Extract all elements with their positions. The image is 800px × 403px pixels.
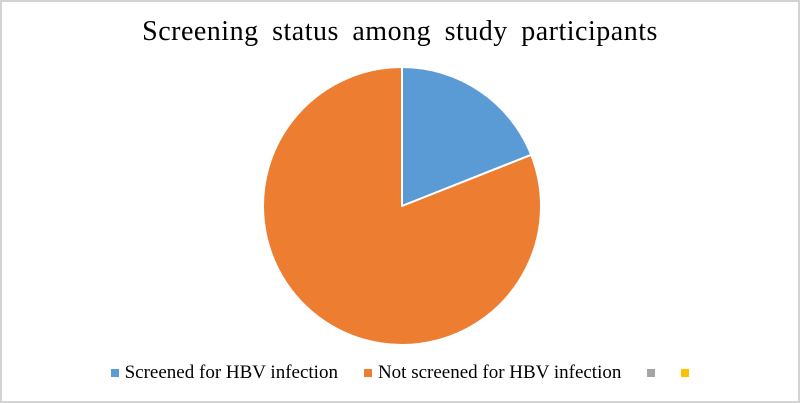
legend-label: Screened for HBV infection: [124, 362, 338, 383]
legend-item-2: [647, 369, 656, 377]
legend-item-3: [681, 369, 690, 377]
chart-legend: Screened for HBV infection Not screened f…: [2, 362, 798, 384]
legend-swatch-icon: [110, 369, 119, 377]
pie-slice-screened-for-hbv-infection: [401, 66, 533, 207]
legend-item-1: Not screened for HBV infection: [363, 362, 622, 384]
legend-label: Not screened for HBV infection: [377, 362, 622, 383]
chart-title: Screening status among study participant…: [142, 16, 658, 47]
pie-slice-not-screened-for-hbv-infection: [262, 66, 542, 346]
legend-swatch-icon: [647, 369, 656, 377]
legend-swatch-icon: [681, 369, 690, 377]
legend-swatch-icon: [363, 369, 372, 377]
pie-chart: [262, 66, 542, 346]
legend-item-0: Screened for HBV infection: [110, 362, 338, 384]
